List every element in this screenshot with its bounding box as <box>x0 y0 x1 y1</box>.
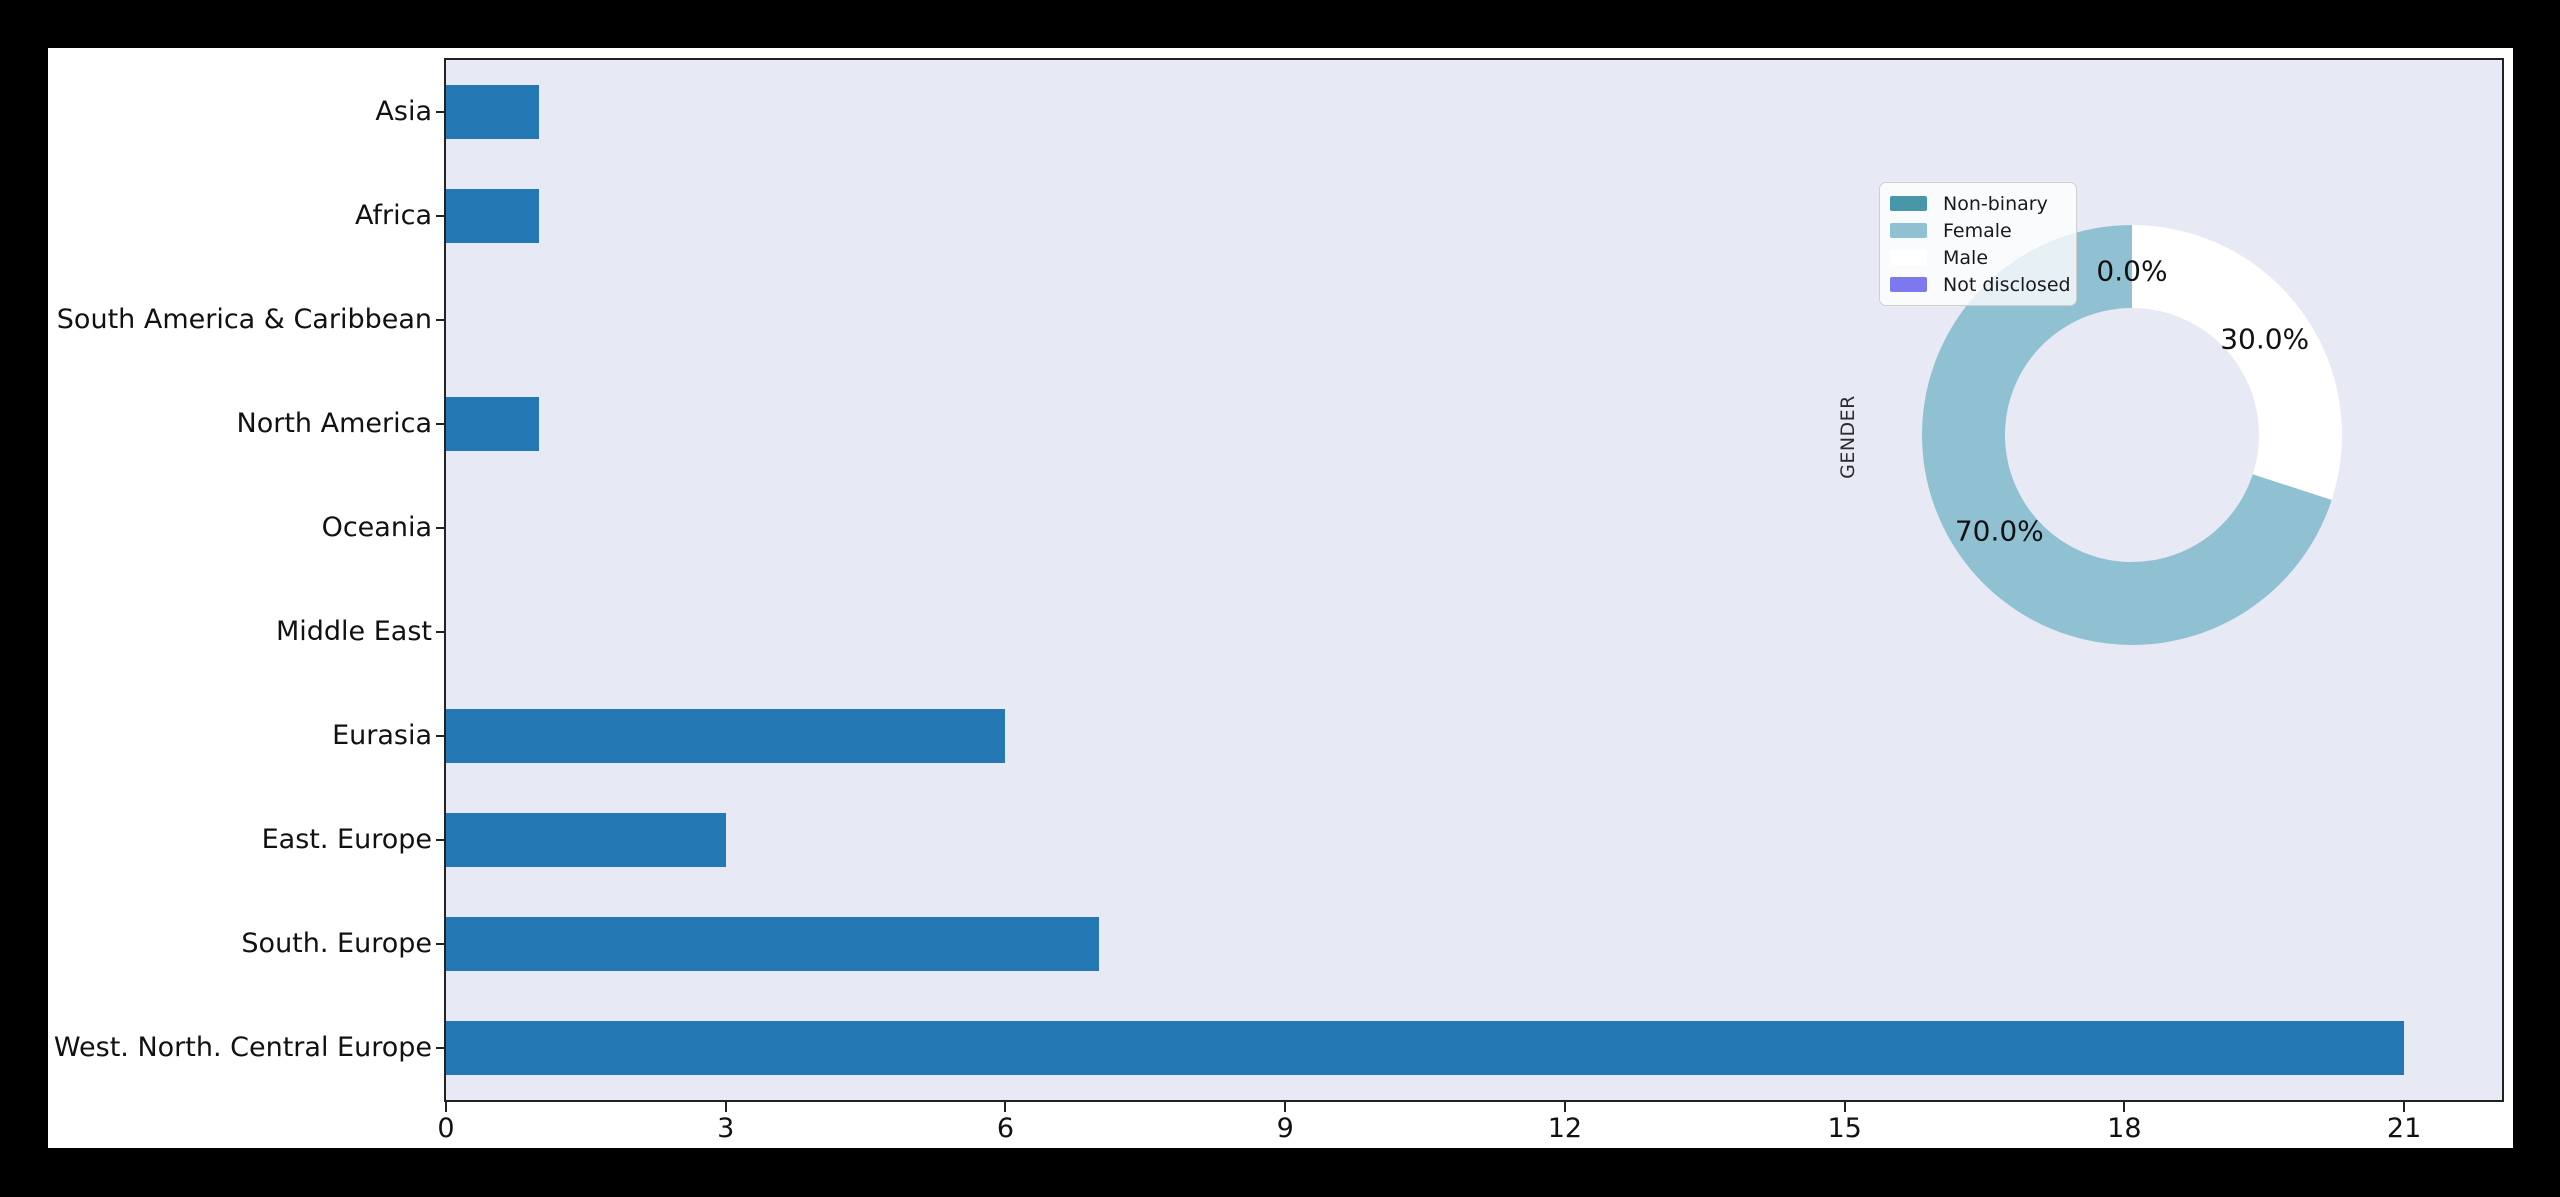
y-tick-label: Eurasia <box>332 720 432 751</box>
x-tick-mark <box>1563 1102 1566 1112</box>
legend-item: Female <box>1890 217 2066 244</box>
legend-item: Non-binary <box>1890 190 2066 217</box>
bar <box>446 709 1006 763</box>
y-tick-mark <box>436 215 446 217</box>
y-tick-mark <box>436 839 446 841</box>
x-tick-label: 21 <box>2386 1113 2422 1144</box>
legend-swatch <box>1890 223 1927 238</box>
y-tick-mark <box>436 735 446 737</box>
donut-percent-label: 0.0% <box>2096 254 2168 288</box>
y-tick-label: East. Europe <box>261 824 432 855</box>
donut-slice <box>1922 225 2332 645</box>
y-tick-mark <box>436 527 446 529</box>
x-tick-mark <box>1004 1102 1007 1112</box>
legend-swatch <box>1890 196 1927 211</box>
x-tick-label: 6 <box>996 1113 1015 1144</box>
y-tick-label: Oceania <box>321 512 432 543</box>
donut-percent-label: 70.0% <box>1954 514 2044 548</box>
legend-item: Not disclosed <box>1890 271 2071 298</box>
donut-slice <box>2132 225 2342 500</box>
bar <box>446 397 540 451</box>
bar <box>446 813 726 867</box>
legend-swatch <box>1890 250 1927 265</box>
y-tick-mark <box>436 631 446 633</box>
y-tick-mark <box>436 423 446 425</box>
legend-label: Female <box>1943 219 2012 242</box>
bar <box>446 917 1099 971</box>
donut-percent-label: 30.0% <box>2220 322 2310 356</box>
y-tick-mark <box>436 943 446 945</box>
legend-label: Male <box>1943 246 1989 269</box>
legend-label: Not disclosed <box>1943 273 2071 296</box>
x-tick-mark <box>2403 1102 2406 1112</box>
donut-svg <box>1922 225 2342 645</box>
y-tick-mark <box>436 1047 446 1049</box>
x-tick-label: 12 <box>1547 1113 1583 1144</box>
legend-item: Male <box>1890 244 2066 271</box>
x-tick-mark <box>2123 1102 2126 1112</box>
bar <box>446 189 540 243</box>
x-tick-mark <box>1284 1102 1287 1112</box>
legend-label: Non-binary <box>1943 192 2048 215</box>
y-tick-label: South. Europe <box>241 928 432 959</box>
x-tick-mark <box>1843 1102 1846 1112</box>
donut-axis-label: GENDER <box>1837 395 1859 479</box>
gender-legend: Non-binary Female Male Not disclosed <box>1879 182 2077 306</box>
y-tick-label: South America & Caribbean <box>56 304 432 335</box>
y-tick-label: Asia <box>375 96 432 127</box>
x-tick-label: 0 <box>437 1113 455 1144</box>
y-tick-label: North America <box>236 408 432 439</box>
x-tick-label: 3 <box>717 1113 735 1144</box>
x-tick-label: 9 <box>1276 1113 1294 1144</box>
bar <box>446 1021 2405 1075</box>
x-tick-label: 15 <box>1827 1113 1862 1144</box>
bar <box>446 85 540 139</box>
y-tick-mark <box>436 111 446 113</box>
x-tick-label: 18 <box>2107 1113 2142 1144</box>
y-tick-label: Middle East <box>275 616 432 647</box>
y-tick-label: West. North. Central Europe <box>53 1032 432 1063</box>
x-tick-mark <box>724 1102 727 1112</box>
y-tick-mark <box>436 319 446 321</box>
x-tick-mark <box>445 1102 447 1112</box>
legend-swatch <box>1890 277 1927 292</box>
y-tick-label: Africa <box>354 200 432 231</box>
